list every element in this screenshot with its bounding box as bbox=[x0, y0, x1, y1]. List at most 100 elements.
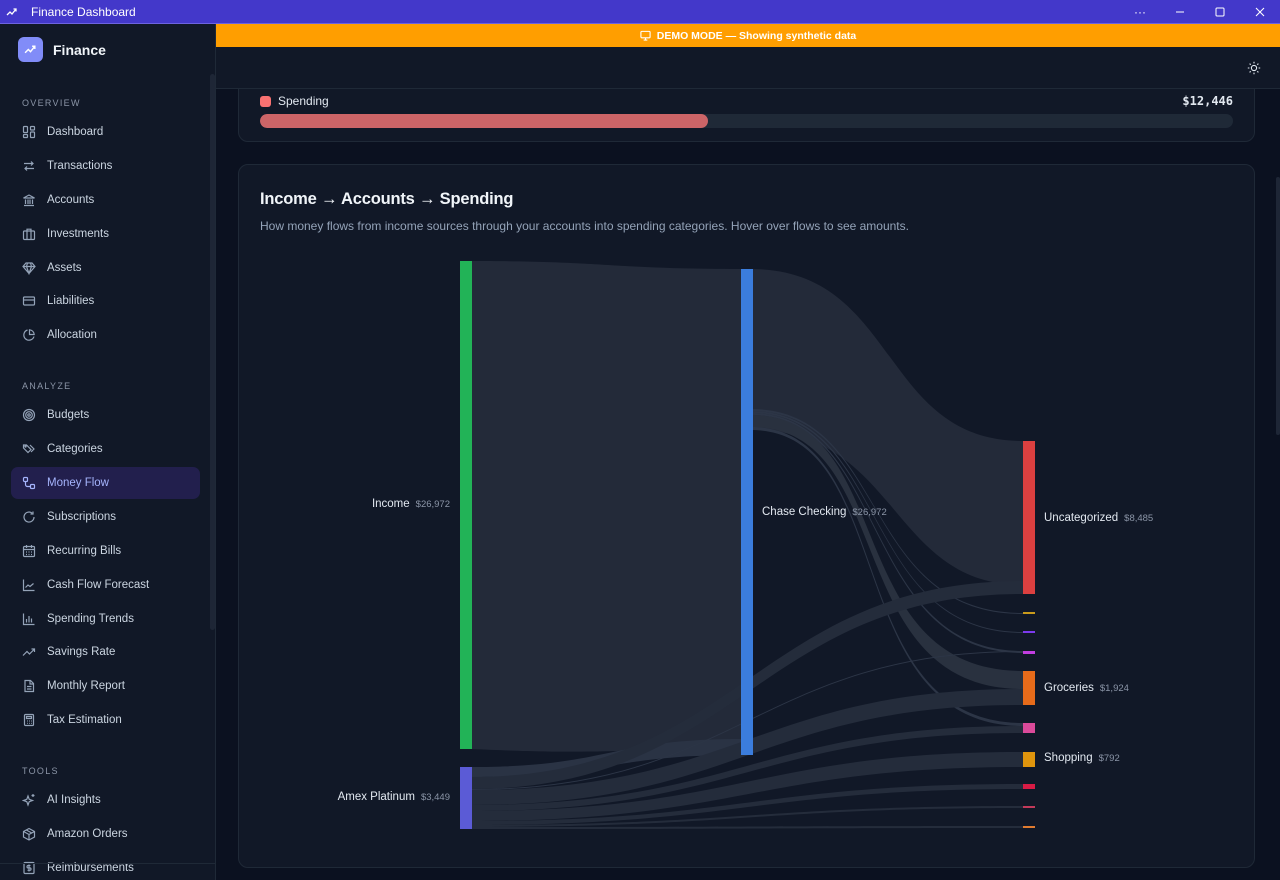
spending-color-swatch bbox=[260, 95, 271, 107]
close-icon bbox=[1255, 7, 1265, 16]
link-amex-cat-f[interactable] bbox=[471, 806, 1023, 827]
node-income[interactable] bbox=[460, 261, 472, 749]
briefcase-icon bbox=[21, 226, 37, 242]
node-label-amex-platinum: Amex Platinum $3,449 bbox=[338, 791, 450, 803]
receipt-icon bbox=[21, 860, 37, 876]
section-label-analyze: ANALYZE bbox=[22, 381, 72, 392]
node-label-income: Income $26,972 bbox=[372, 498, 450, 510]
sidebar-item-dashboard[interactable]: Dashboard bbox=[11, 116, 200, 148]
node-label-amount: $8,485 bbox=[1124, 513, 1154, 524]
brand[interactable]: Finance bbox=[18, 37, 106, 62]
node-cat-d[interactable] bbox=[1023, 723, 1035, 733]
window-titlebar: Finance Dashboard ··· bbox=[0, 0, 1280, 24]
node-label-uncategorized: Uncategorized $8,485 bbox=[1044, 512, 1153, 524]
node-groceries[interactable] bbox=[1023, 671, 1035, 705]
grid-icon bbox=[21, 124, 37, 140]
sidebar-item-tax-estimation[interactable]: Tax Estimation bbox=[11, 704, 200, 736]
minimize-button[interactable] bbox=[1160, 0, 1200, 24]
money-flow-title: Income → Accounts → Spending bbox=[260, 190, 514, 208]
node-label-text: Chase Checking bbox=[762, 506, 847, 518]
link-amex-cat-g[interactable] bbox=[471, 826, 1023, 829]
sidebar-item-spending-trends[interactable]: Spending Trends bbox=[11, 603, 200, 635]
main-scrollbar[interactable] bbox=[1276, 177, 1280, 435]
spending-summary-card: Spending $12,446 bbox=[238, 89, 1255, 142]
close-button[interactable] bbox=[1240, 0, 1280, 24]
spending-value: $12,446 bbox=[1182, 94, 1233, 108]
brand-name: Finance bbox=[53, 41, 106, 58]
node-uncategorized[interactable] bbox=[1023, 441, 1035, 594]
sankey-nodes bbox=[460, 261, 1035, 829]
section-label-overview: OVERVIEW bbox=[22, 98, 81, 108]
spending-label: Spending bbox=[278, 94, 329, 108]
app-trend-icon bbox=[6, 6, 18, 18]
sidebar-item-recurring-bills[interactable]: Recurring Bills bbox=[11, 535, 200, 567]
sidebar-item-categories[interactable]: Categories bbox=[11, 433, 200, 465]
sidebar-item-label: Amazon Orders bbox=[47, 828, 128, 841]
sidebar-item-cash-flow-forecast[interactable]: Cash Flow Forecast bbox=[11, 569, 200, 601]
top-bar bbox=[216, 47, 1280, 89]
sidebar-item-amazon-orders[interactable]: Amazon Orders bbox=[11, 818, 200, 850]
sidebar-item-assets[interactable]: Assets bbox=[11, 252, 200, 284]
sidebar-item-budgets[interactable]: Budgets bbox=[11, 399, 200, 431]
link-amex-shopping[interactable] bbox=[471, 752, 1023, 821]
sidebar-item-label: Transactions bbox=[47, 159, 113, 172]
sidebar-item-label: Spending Trends bbox=[47, 612, 134, 625]
section-label-tools: TOOLS bbox=[22, 766, 59, 777]
sparkles-icon bbox=[21, 792, 37, 808]
sidebar-item-label: Assets bbox=[47, 261, 82, 274]
sidebar-item-subscriptions[interactable]: Subscriptions bbox=[11, 501, 200, 533]
node-cat-f[interactable] bbox=[1023, 806, 1035, 808]
sidebar-item-liabilities[interactable]: Liabilities bbox=[11, 285, 200, 317]
theme-toggle-button[interactable] bbox=[1246, 60, 1262, 76]
trending-up-icon bbox=[21, 644, 37, 660]
spending-progress-fill bbox=[260, 114, 708, 128]
node-chase-checking[interactable] bbox=[741, 269, 753, 755]
node-label-groceries: Groceries $1,924 bbox=[1044, 682, 1129, 694]
sidebar-item-allocation[interactable]: Allocation bbox=[11, 319, 200, 351]
sidebar-item-reimbursements[interactable]: Reimbursements bbox=[11, 852, 200, 880]
sidebar-item-money-flow[interactable]: Money Flow bbox=[11, 467, 200, 500]
node-shopping[interactable] bbox=[1023, 752, 1035, 767]
tags-icon bbox=[21, 441, 37, 457]
sidebar-item-ai-insights[interactable]: AI Insights bbox=[11, 784, 200, 816]
node-label-shopping: Shopping $792 bbox=[1044, 752, 1120, 764]
arrows-swap-icon bbox=[21, 158, 37, 174]
sidebar-item-label: Liabilities bbox=[47, 295, 95, 308]
refresh-icon bbox=[21, 509, 37, 525]
link-amex-cat-d[interactable] bbox=[471, 726, 1023, 811]
link-income-chase[interactable] bbox=[471, 261, 741, 752]
calendar-icon bbox=[21, 543, 37, 559]
sidebar: Finance OVERVIEW Dashboard Transactions … bbox=[0, 24, 216, 880]
sidebar-item-label: Investments bbox=[47, 227, 109, 240]
sidebar-item-accounts[interactable]: Accounts bbox=[11, 184, 200, 216]
more-options-button[interactable]: ··· bbox=[1120, 0, 1160, 24]
link-amex-cat-e[interactable] bbox=[471, 784, 1023, 825]
banner-text: DEMO MODE — Showing synthetic data bbox=[656, 29, 857, 42]
node-label-text: Amex Platinum bbox=[337, 791, 415, 803]
sidebar-item-investments[interactable]: Investments bbox=[11, 218, 200, 250]
sidebar-item-label: Categories bbox=[47, 443, 103, 456]
maximize-button[interactable] bbox=[1200, 0, 1240, 24]
node-cat-e[interactable] bbox=[1023, 784, 1035, 789]
minimize-icon bbox=[1176, 11, 1184, 12]
sidebar-item-transactions[interactable]: Transactions bbox=[11, 150, 200, 182]
node-label-amount: $26,972 bbox=[852, 507, 887, 518]
credit-card-icon bbox=[21, 293, 37, 309]
sidebar-scrollbar[interactable] bbox=[210, 74, 215, 630]
sidebar-item-label: Tax Estimation bbox=[47, 714, 122, 727]
node-cat-b[interactable] bbox=[1023, 631, 1035, 633]
node-cat-a[interactable] bbox=[1023, 612, 1035, 614]
target-icon bbox=[21, 407, 37, 423]
sidebar-item-savings-rate[interactable]: Savings Rate bbox=[11, 636, 200, 668]
sidebar-item-label: Subscriptions bbox=[47, 510, 117, 523]
monitor-icon bbox=[640, 30, 651, 41]
node-amex-platinum[interactable] bbox=[460, 767, 472, 829]
gem-icon bbox=[21, 260, 37, 276]
node-cat-g[interactable] bbox=[1023, 826, 1035, 828]
node-cat-c[interactable] bbox=[1023, 651, 1035, 654]
node-label-text: Shopping bbox=[1044, 752, 1093, 764]
sidebar-item-monthly-report[interactable]: Monthly Report bbox=[11, 670, 200, 702]
sidebar-footer bbox=[0, 863, 215, 880]
link-chase-uncategorized[interactable] bbox=[751, 269, 1023, 585]
sankey-diagram bbox=[460, 261, 1035, 829]
